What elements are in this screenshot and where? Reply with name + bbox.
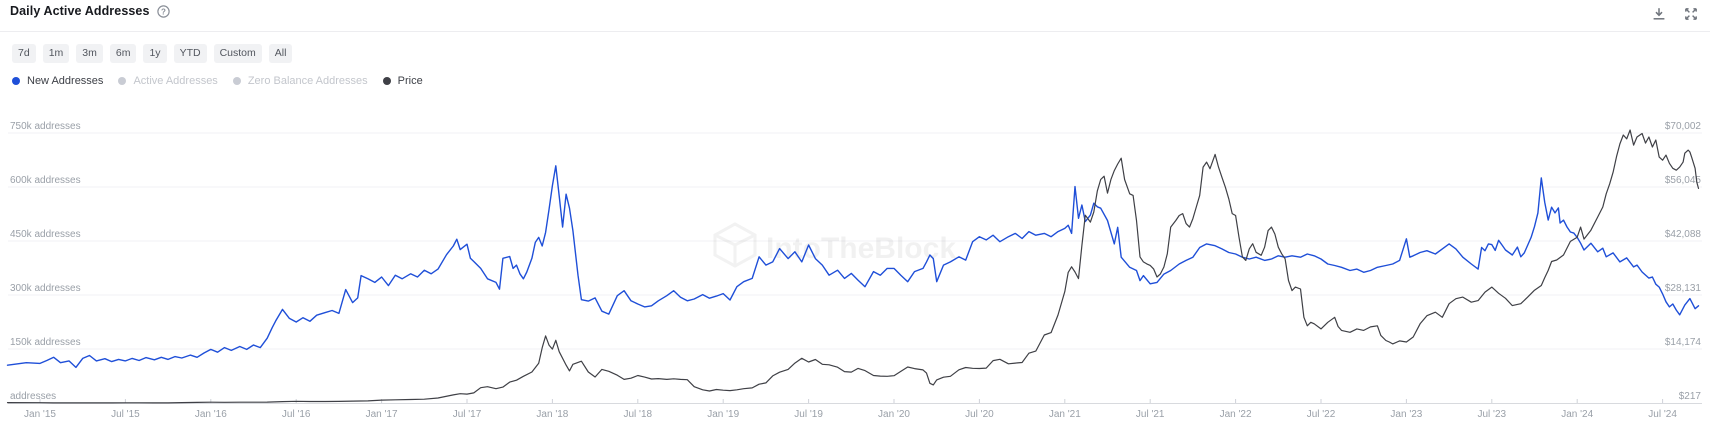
- x-axis-label: Jan '22: [1220, 409, 1252, 420]
- x-axis-label: Jan '15: [24, 409, 56, 420]
- legend-dot: [118, 77, 127, 85]
- help-icon[interactable]: ?: [156, 4, 170, 18]
- time-range-button-ytd[interactable]: YTD: [173, 44, 207, 63]
- x-axis-label: Jan '19: [707, 409, 739, 420]
- right-axis-label: $70,002: [1665, 121, 1702, 132]
- legend-item-new-addresses[interactable]: New Addresses: [12, 75, 103, 87]
- x-axis-label: Jan '18: [536, 409, 568, 420]
- x-axis-label: Jul '15: [111, 409, 140, 420]
- header-actions: [1652, 7, 1698, 26]
- x-axis-label: Jul '19: [794, 409, 823, 420]
- download-icon[interactable]: [1652, 7, 1666, 26]
- chart-legend: New Addresses Active Addresses Zero Balanc…: [12, 75, 438, 87]
- legend-label: Zero Balance Addresses: [247, 75, 368, 87]
- x-axis-label: Jan '21: [1049, 409, 1081, 420]
- left-axis-label: 750k addresses: [10, 121, 81, 132]
- header-divider: [0, 31, 1710, 32]
- x-axis-label: Jul '16: [282, 409, 311, 420]
- right-axis-label: $14,174: [1665, 337, 1702, 348]
- legend-dot: [232, 77, 241, 85]
- left-axis-label: 150k addresses: [10, 337, 81, 348]
- series-line-price: [6, 129, 1700, 404]
- legend-label: Active Addresses: [133, 75, 218, 87]
- watermark-logo: IntoTheBlock: [713, 222, 956, 268]
- time-range-button-all[interactable]: All: [268, 44, 293, 63]
- x-axis-label: Jan '17: [366, 409, 398, 420]
- expand-icon[interactable]: [1684, 7, 1698, 26]
- left-axis-label: 300k addresses: [10, 283, 81, 294]
- right-axis-label: $56,045: [1665, 175, 1702, 186]
- widget-header: Daily Active Addresses ?: [10, 4, 170, 18]
- x-axis-label: Jan '23: [1390, 409, 1422, 420]
- x-axis-label: Jul '22: [1307, 409, 1336, 420]
- time-range-button-7d[interactable]: 7d: [12, 44, 36, 63]
- x-axis-label: Jul '21: [1136, 409, 1165, 420]
- left-axis-label: addresses: [10, 391, 56, 402]
- time-range-button-1m[interactable]: 1m: [42, 44, 70, 63]
- legend-item-active-addresses[interactable]: Active Addresses: [118, 75, 218, 87]
- right-axis-label: $28,131: [1665, 283, 1702, 294]
- x-axis-label: Jul '18: [624, 409, 653, 420]
- legend-label: New Addresses: [27, 75, 104, 87]
- x-axis-label: Jan '16: [195, 409, 227, 420]
- legend-item-zero-balance-addresses[interactable]: Zero Balance Addresses: [232, 75, 368, 87]
- left-axis-label: 450k addresses: [10, 229, 81, 240]
- time-range-button-3m[interactable]: 3m: [76, 44, 103, 63]
- x-axis-label: Jul '23: [1478, 409, 1507, 420]
- time-range-selector: 7d 1m 3m 6m 1y YTD Custom All: [12, 44, 293, 63]
- x-axis-label: Jul '17: [453, 409, 482, 420]
- legend-dot: [12, 77, 20, 85]
- x-axis-label: Jul '20: [965, 409, 994, 420]
- series-line-new-addresses: [6, 165, 1700, 369]
- legend-label: Price: [397, 75, 423, 87]
- time-range-button-1y[interactable]: 1y: [143, 44, 167, 63]
- right-axis-label: $42,088: [1665, 229, 1702, 240]
- svg-text:?: ?: [161, 7, 166, 16]
- time-range-button-6m[interactable]: 6m: [109, 44, 137, 63]
- page-title: Daily Active Addresses: [10, 4, 150, 18]
- x-axis-label: Jul '24: [1648, 409, 1677, 420]
- x-axis-label: Jan '20: [878, 409, 910, 420]
- time-range-button-custom[interactable]: Custom: [213, 44, 262, 63]
- x-axis-label: Jan '24: [1561, 409, 1593, 420]
- legend-dot: [382, 77, 391, 85]
- legend-item-price[interactable]: Price: [382, 75, 423, 87]
- left-axis-label: 600k addresses: [10, 175, 81, 186]
- svg-text:IntoTheBlock: IntoTheBlock: [766, 232, 956, 265]
- right-axis-label: $217: [1679, 391, 1702, 402]
